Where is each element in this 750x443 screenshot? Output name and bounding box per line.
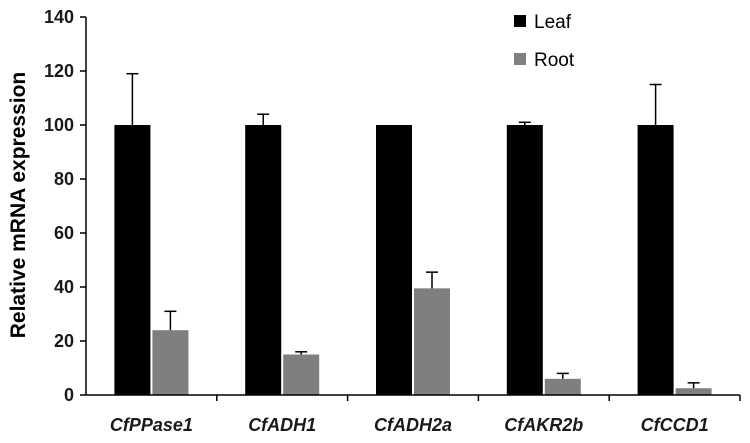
bar-root-cfakr2b — [544, 378, 581, 395]
y-tick-label: 60 — [54, 223, 74, 243]
x-tick-label: CfADH1 — [248, 415, 316, 435]
y-tick-label: 120 — [44, 61, 74, 81]
y-tick-label: 0 — [64, 385, 74, 405]
error-bar-leaf-cfppase1 — [126, 72, 139, 125]
legend-label: Root — [534, 50, 575, 71]
legend-swatch — [514, 53, 526, 65]
y-tick-label: 80 — [54, 169, 74, 189]
y-tick-label: 140 — [44, 7, 74, 27]
error-bar-root-cfadh1 — [295, 351, 308, 355]
bar-leaf-cfadh2a — [376, 125, 412, 395]
y-tick-label: 100 — [44, 115, 74, 135]
error-bar-root-cfppase1 — [164, 310, 177, 331]
bar-root-cfppase1 — [152, 330, 189, 395]
legend: Leaf Root — [514, 12, 575, 71]
error-bar-root-cfadh2a — [426, 271, 438, 289]
bar-leaf-cfccd1 — [637, 125, 674, 395]
bar-root-cfadh1 — [283, 354, 320, 395]
error-bar-leaf-cfadh1 — [257, 113, 270, 125]
bar-root-cfadh2a — [414, 288, 450, 395]
error-bar-leaf-cfakr2b — [518, 121, 531, 125]
bar-leaf-cfadh1 — [245, 125, 282, 395]
legend-item-leaf: Leaf — [514, 12, 572, 33]
legend-item-root: Root — [514, 50, 575, 71]
bar-leaf-cfakr2b — [506, 125, 543, 395]
bar-leaf-cfppase1 — [114, 125, 151, 395]
error-bar-root-cfccd1 — [687, 382, 700, 389]
y-tick-label: 40 — [54, 277, 74, 297]
legend-swatch — [514, 15, 526, 27]
x-tick-label: CfPPase1 — [110, 415, 193, 435]
y-axis-label: Relative mRNA expression — [7, 72, 30, 339]
legend-label: Leaf — [534, 12, 572, 33]
bar-root-cfccd1 — [675, 388, 712, 395]
error-bar-leaf-cfccd1 — [649, 83, 662, 125]
x-tick-label: CfAKR2b — [504, 415, 583, 435]
bars — [114, 125, 712, 395]
x-tick-label: CfCCD1 — [641, 415, 709, 435]
y-axis-ticks: 0 20 40 60 80 100 120 140 — [44, 7, 86, 405]
x-tick-label: CfADH2a — [374, 415, 452, 435]
error-bars — [126, 72, 700, 389]
error-bar-root-cfakr2b — [556, 372, 569, 379]
y-tick-label: 20 — [54, 331, 74, 351]
x-axis-tick-labels: CfPPase1 CfADH1 CfADH2a CfAKR2b CfCCD1 — [110, 395, 741, 435]
